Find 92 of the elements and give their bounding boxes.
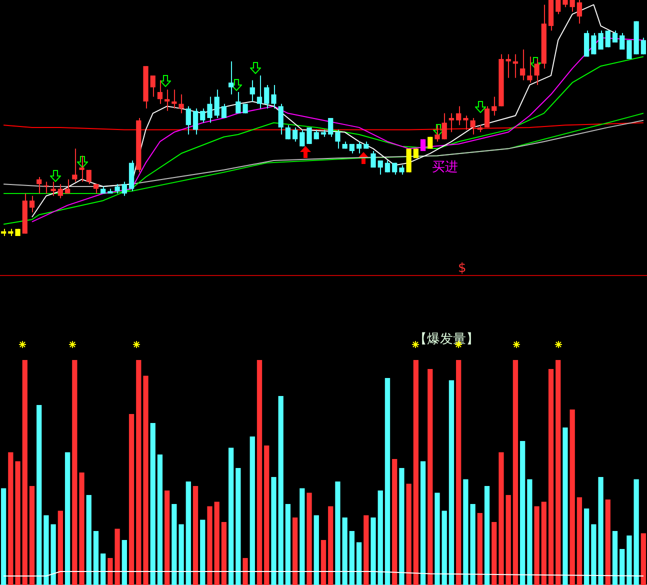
bar — [512, 360, 518, 585]
bar — [364, 515, 369, 585]
bar — [192, 486, 198, 585]
candlestick — [172, 89, 177, 110]
bar — [620, 549, 625, 585]
bar — [221, 522, 227, 585]
bar — [150, 423, 156, 585]
bar — [392, 459, 398, 585]
bar — [576, 497, 582, 585]
bar — [342, 518, 348, 585]
bar — [143, 376, 148, 585]
bar — [498, 452, 504, 585]
bar — [591, 524, 596, 585]
bar — [186, 482, 191, 585]
bar — [164, 490, 170, 585]
bar — [50, 524, 56, 585]
bar — [36, 405, 42, 585]
bar — [64, 452, 70, 585]
bar — [271, 477, 276, 585]
bar — [335, 482, 340, 585]
bar — [242, 558, 248, 585]
bar — [520, 441, 526, 585]
bar — [292, 518, 298, 585]
bar — [86, 495, 92, 585]
bar — [314, 515, 319, 585]
bar — [93, 531, 99, 585]
bar — [250, 436, 255, 585]
bar — [15, 461, 20, 585]
bar — [136, 360, 142, 585]
bar — [278, 396, 284, 585]
candlestick — [79, 155, 84, 182]
bar — [100, 554, 106, 585]
text: $ — [458, 261, 466, 276]
bar — [356, 542, 362, 585]
bar — [506, 495, 511, 585]
bar — [428, 369, 433, 585]
bar — [448, 380, 454, 585]
bar — [626, 536, 632, 585]
bar — [349, 531, 355, 585]
bar — [22, 360, 28, 585]
bar — [72, 360, 78, 585]
bar — [58, 510, 64, 585]
candlestick — [399, 164, 404, 176]
bar — [256, 360, 262, 585]
bar — [406, 484, 412, 585]
bar — [0, 488, 6, 585]
bar — [570, 410, 575, 585]
bar — [306, 492, 312, 585]
bar — [442, 510, 447, 585]
bar — [640, 533, 646, 585]
bar — [207, 506, 212, 585]
bar — [300, 488, 305, 585]
candlestick — [463, 115, 468, 130]
bar — [122, 540, 127, 585]
bar — [320, 540, 326, 585]
bar — [477, 513, 482, 585]
bar — [29, 486, 35, 585]
bar — [556, 360, 561, 585]
bar — [228, 448, 234, 585]
bar — [157, 454, 163, 585]
bar — [8, 452, 14, 585]
bar — [434, 492, 440, 585]
bar — [527, 479, 532, 585]
bar — [214, 502, 220, 585]
bar — [634, 479, 639, 585]
bar — [264, 446, 270, 585]
bar — [285, 504, 291, 585]
bar — [484, 486, 490, 585]
bar — [328, 506, 334, 585]
bar — [598, 477, 604, 585]
bar — [44, 515, 49, 585]
bar — [200, 520, 206, 585]
bar — [541, 502, 546, 585]
bar — [562, 428, 568, 585]
bar — [584, 508, 590, 585]
annotation: 买进 — [432, 159, 458, 176]
bar — [370, 518, 376, 585]
bar — [492, 522, 497, 585]
bar — [456, 360, 462, 585]
bar — [605, 500, 610, 585]
bar — [378, 490, 383, 585]
bar — [79, 472, 84, 585]
bar — [399, 468, 404, 585]
bar — [534, 506, 540, 585]
bar — [612, 531, 618, 585]
candlestick — [108, 188, 113, 194]
bar — [236, 468, 241, 585]
bar — [548, 369, 554, 585]
bar — [384, 378, 390, 585]
bar — [128, 414, 134, 585]
bar — [413, 360, 418, 585]
bar — [420, 461, 426, 585]
